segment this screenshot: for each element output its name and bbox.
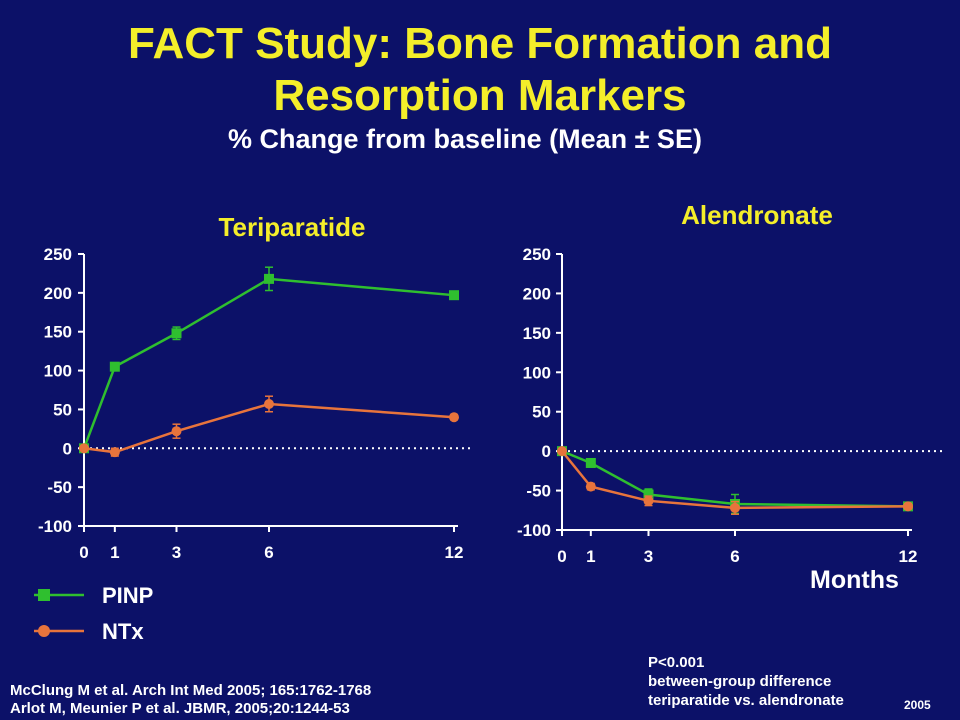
y-tick-label: 100 <box>523 363 551 382</box>
data-point-ntx <box>264 398 274 409</box>
title-line-2: Resorption Markers <box>273 71 687 120</box>
y-tick-label: 150 <box>44 323 72 342</box>
y-tick-label: 0 <box>63 439 72 458</box>
year-label: 2005 <box>904 698 931 712</box>
slide-title: FACT Study: Bone Formation and Resorptio… <box>0 18 960 122</box>
data-point-ntx <box>449 412 459 423</box>
x-tick-label: 1 <box>110 543 119 562</box>
y-tick-label: 250 <box>523 245 551 264</box>
y-tick-label: -50 <box>526 482 551 501</box>
series-line-pinp <box>82 277 455 449</box>
legend-label-ntx: NTx <box>102 619 144 644</box>
p-note-line-3: teriparatide vs. alendronate <box>648 692 844 709</box>
data-point-ntx <box>643 495 654 506</box>
data-point-pinp <box>171 328 182 339</box>
x-tick-label: 12 <box>445 543 464 562</box>
p-note-line-2: between-group difference <box>648 673 832 690</box>
data-point-ntx <box>730 502 740 513</box>
x-tick-label: 3 <box>644 547 653 566</box>
x-tick-label: 1 <box>586 547 595 566</box>
chart-title-1: Teriparatide <box>219 212 366 242</box>
x-tick-label: 0 <box>79 543 88 562</box>
data-point-ntx <box>557 446 567 457</box>
title-line-1: FACT Study: Bone Formation and <box>128 19 832 68</box>
y-tick-label: 50 <box>532 403 551 422</box>
p-value: P<0.001 <box>648 654 705 671</box>
data-point-ntx <box>79 443 89 454</box>
data-point-ntx <box>903 501 913 512</box>
y-tick-label: 200 <box>523 284 551 303</box>
y-tick-label: 100 <box>44 362 72 381</box>
y-tick-label: -100 <box>517 521 551 540</box>
data-point-pinp <box>643 489 654 500</box>
y-tick-label: 50 <box>53 400 72 419</box>
slide-subtitle: % Change from baseline (Mean ± SE) <box>228 124 702 154</box>
y-tick-label: 200 <box>44 284 72 303</box>
data-point-pinp <box>449 290 459 301</box>
y-tick-label: -50 <box>47 478 72 497</box>
x-axis-unit-label: Months <box>810 566 899 594</box>
data-point-pinp <box>264 273 274 284</box>
p-value-note: P<0.001 between-group difference teripar… <box>648 653 844 710</box>
y-tick-label: 150 <box>523 324 551 343</box>
data-point-pinp <box>585 457 596 468</box>
reference-1: McClung M et al. Arch Int Med 2005; 165:… <box>10 682 372 699</box>
y-tick-label: -100 <box>38 517 72 536</box>
y-tick-label: 0 <box>542 442 551 461</box>
x-tick-label: 3 <box>172 543 181 562</box>
x-tick-label: 6 <box>730 547 739 566</box>
chart-title-2: Alendronate <box>681 200 833 230</box>
data-point-ntx <box>585 481 596 492</box>
legend-marker-pinp <box>38 589 50 601</box>
legend-marker-ntx <box>38 625 50 637</box>
x-tick-label: 0 <box>557 547 566 566</box>
data-point-ntx <box>109 447 120 458</box>
y-tick-label: 250 <box>44 245 72 264</box>
x-tick-label: 6 <box>264 543 273 562</box>
x-tick-label: 12 <box>899 547 918 566</box>
legend-label-pinp: PINP <box>102 583 154 608</box>
data-point-ntx <box>171 426 182 437</box>
data-point-pinp <box>109 361 120 372</box>
reference-2: Arlot M, Meunier P et al. JBMR, 2005;20:… <box>10 700 350 717</box>
